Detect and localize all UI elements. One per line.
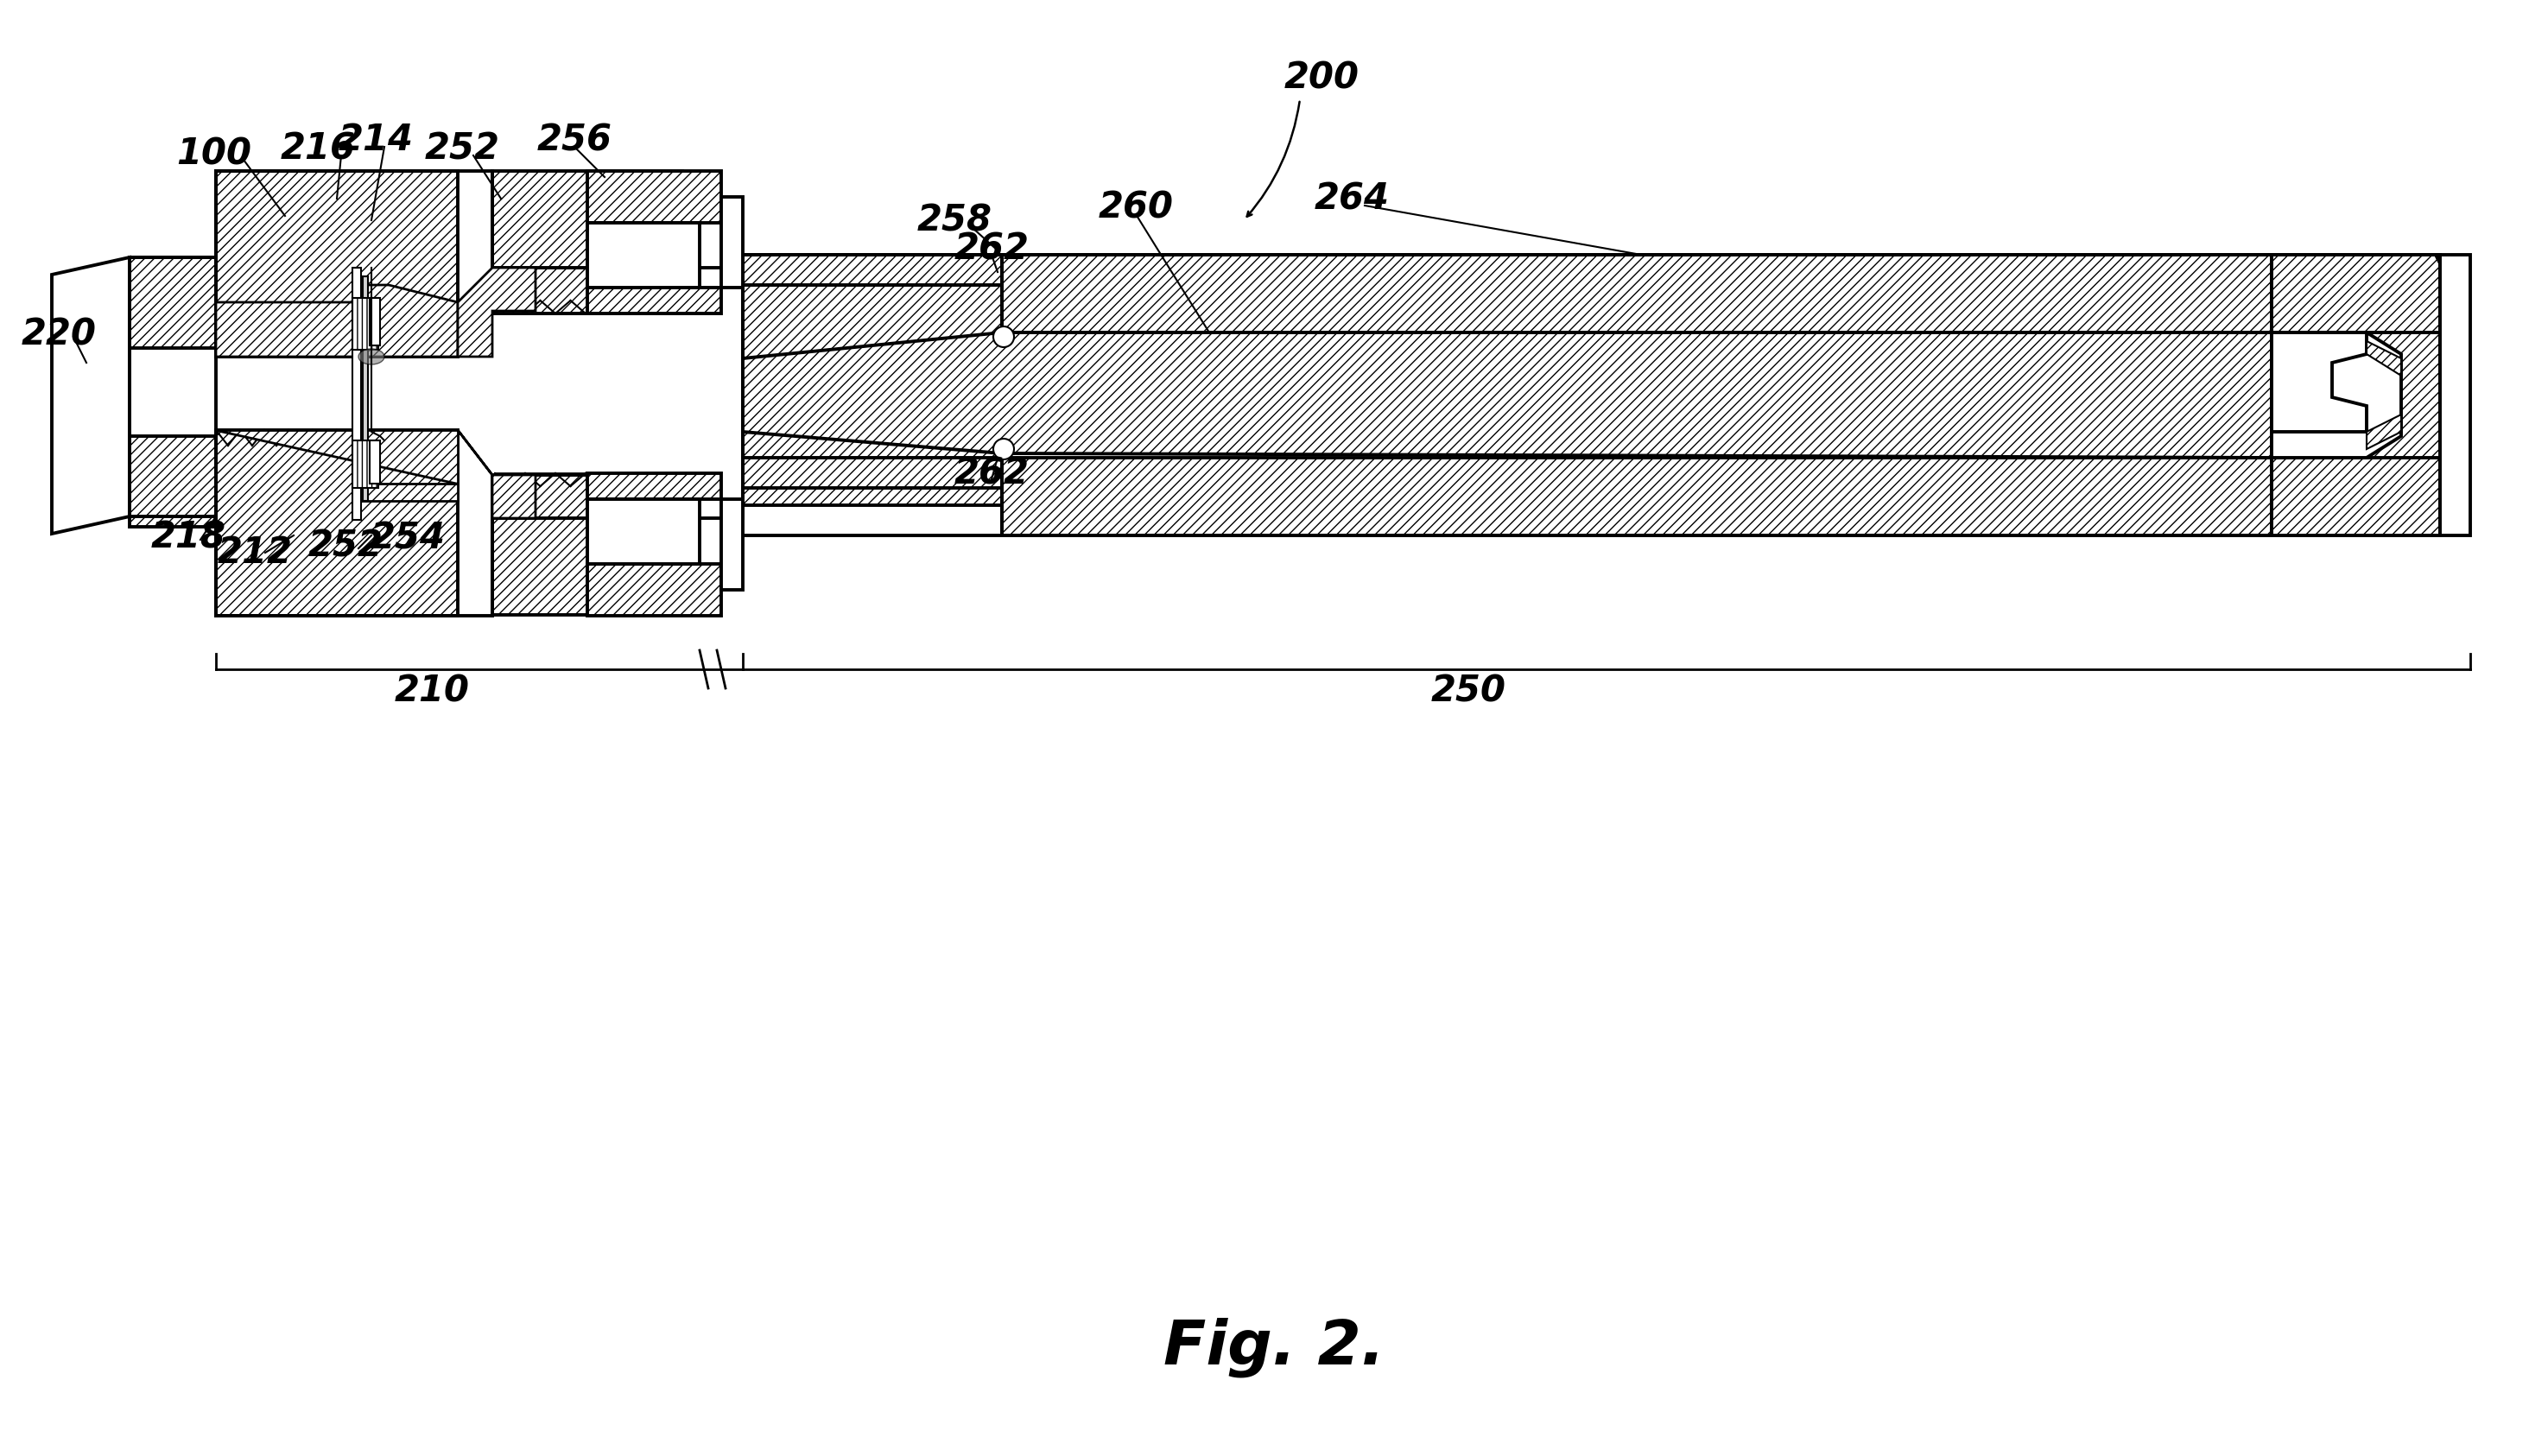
Text: 260: 260 bbox=[1098, 189, 1175, 226]
Bar bbox=[721, 197, 744, 288]
Bar bbox=[352, 298, 377, 349]
Bar bbox=[589, 170, 721, 223]
Bar bbox=[721, 499, 744, 590]
Bar bbox=[589, 288, 721, 313]
Bar bbox=[352, 268, 362, 520]
Text: 254: 254 bbox=[369, 520, 446, 556]
Text: 252: 252 bbox=[308, 527, 382, 563]
Polygon shape bbox=[744, 358, 1001, 432]
Bar bbox=[1001, 255, 2400, 332]
Polygon shape bbox=[2367, 415, 2400, 448]
Bar bbox=[1001, 457, 2400, 536]
Polygon shape bbox=[2273, 332, 2367, 432]
Text: 262: 262 bbox=[953, 456, 1029, 491]
Ellipse shape bbox=[359, 349, 385, 364]
Bar bbox=[744, 432, 1001, 505]
Polygon shape bbox=[459, 430, 535, 518]
Text: 212: 212 bbox=[217, 534, 293, 571]
Bar bbox=[130, 437, 217, 527]
Polygon shape bbox=[2273, 457, 2441, 536]
Bar bbox=[369, 440, 380, 483]
Text: Fig. 2.: Fig. 2. bbox=[1164, 1318, 1384, 1377]
Polygon shape bbox=[2273, 255, 2441, 332]
Polygon shape bbox=[2273, 332, 2400, 457]
Text: 256: 256 bbox=[538, 122, 612, 159]
Bar bbox=[2273, 255, 2441, 536]
Text: 210: 210 bbox=[395, 673, 469, 709]
Text: 258: 258 bbox=[917, 202, 991, 239]
Text: 220: 220 bbox=[20, 316, 97, 352]
Text: 250: 250 bbox=[1432, 673, 1506, 709]
Bar bbox=[217, 430, 459, 616]
Text: 264: 264 bbox=[1315, 181, 1389, 217]
Bar bbox=[362, 277, 367, 501]
Bar bbox=[492, 475, 683, 614]
Circle shape bbox=[994, 438, 1014, 460]
Bar bbox=[589, 223, 701, 288]
Polygon shape bbox=[2367, 341, 2400, 376]
Polygon shape bbox=[51, 258, 130, 534]
Bar bbox=[352, 440, 377, 488]
Text: 214: 214 bbox=[339, 122, 413, 159]
Bar bbox=[744, 457, 1001, 488]
Bar bbox=[589, 499, 701, 563]
Bar bbox=[492, 170, 683, 313]
Circle shape bbox=[994, 326, 1014, 347]
Text: 218: 218 bbox=[150, 518, 227, 555]
Bar bbox=[130, 258, 217, 348]
Bar bbox=[589, 563, 721, 616]
Polygon shape bbox=[744, 332, 2273, 457]
Bar bbox=[2441, 255, 2469, 536]
Text: 200: 200 bbox=[1284, 60, 1358, 96]
Polygon shape bbox=[217, 430, 459, 501]
Polygon shape bbox=[459, 268, 535, 357]
Bar bbox=[744, 255, 1001, 285]
Bar bbox=[369, 298, 380, 345]
Text: 216: 216 bbox=[280, 131, 354, 166]
Bar bbox=[217, 170, 459, 357]
Bar bbox=[589, 473, 721, 499]
Text: 252: 252 bbox=[426, 131, 499, 166]
Text: 100: 100 bbox=[176, 135, 252, 172]
Polygon shape bbox=[217, 285, 459, 357]
Bar bbox=[744, 285, 1001, 358]
Text: 262: 262 bbox=[953, 230, 1029, 266]
